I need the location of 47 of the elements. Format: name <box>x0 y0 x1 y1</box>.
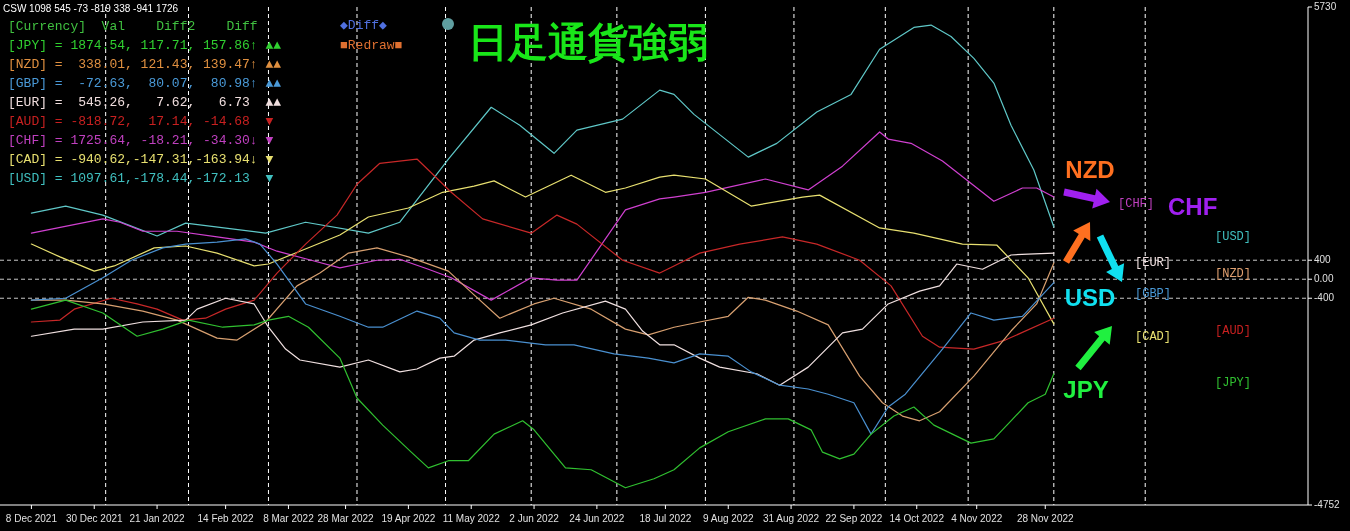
annotation: ■Redraw■ <box>340 38 403 53</box>
annotation: JPY <box>1063 376 1109 403</box>
x-tick-label: 4 Nov 2022 <box>951 513 1003 524</box>
x-tick-label: 14 Oct 2022 <box>889 513 945 524</box>
x-tick-label: 28 Nov 2022 <box>1016 513 1075 524</box>
annotation: [USD] <box>1215 230 1252 244</box>
x-tick-label: 18 Jul 2022 <box>639 513 692 524</box>
x-tick-label: 22 Sep 2022 <box>825 513 883 524</box>
x-tick-label: 8 Mar 2022 <box>263 513 315 524</box>
annotation: [AUD] <box>1215 324 1252 338</box>
y-tick-label: 5730 <box>1314 0 1337 12</box>
annotation: [USD] = 1097.61,-178.44,-172.13 ▼ <box>8 171 274 186</box>
annotation: [CHF] <box>1118 197 1155 211</box>
annotation: [NZD] = 338.01, 121.43, 139.47↑ ▲▲ <box>8 57 282 72</box>
x-tick-label: 8 Dec 2021 <box>5 513 58 524</box>
annotation: USD <box>1064 284 1116 311</box>
chart-title: 日足通貨強弱 <box>468 20 708 64</box>
x-tick-label: 11 May 2022 <box>442 513 501 524</box>
annotation: NZD <box>1065 156 1115 183</box>
annotation: [NZD] <box>1215 267 1252 281</box>
x-tick-label: 28 Mar 2022 <box>317 513 375 524</box>
y-tick-label: 400 <box>1314 253 1332 265</box>
annotation: [GBP] <box>1135 287 1172 301</box>
annotation: CSW 1098 545 -73 -819 338 -941 1726 <box>3 3 179 14</box>
annotation: [JPY] = 1874.54, 117.71, 157.86↑ ▲▲ <box>8 38 282 53</box>
x-tick-label: 19 Apr 2022 <box>381 513 436 524</box>
annotation: CHF <box>1168 193 1218 220</box>
annotation: [JPY] <box>1215 376 1252 390</box>
x-tick-label: 24 Jun 2022 <box>569 513 625 524</box>
annotation: [GBP] = -72.63, 80.07, 80.98↑ ▲▲ <box>8 76 282 91</box>
y-tick-label: -4752 <box>1314 498 1341 510</box>
y-tick-label: 0.00 <box>1314 272 1334 284</box>
annotation: [EUR] = 545.26, 7.62, 6.73 ▲▲ <box>8 95 282 110</box>
y-tick-label: -400 <box>1314 291 1335 303</box>
x-tick-label: 9 Aug 2022 <box>702 513 754 524</box>
annotation: [CHF] = 1725.64, -18.21, -34.30↓ ▼ <box>8 133 274 148</box>
x-tick-label: 14 Feb 2022 <box>197 513 255 524</box>
annotation: [Currency] Val Diff2 Diff <box>8 19 258 34</box>
annotation: [AUD] = -818.72, 17.14, -14.68 ▼ <box>8 114 274 129</box>
annotation: [EUR] <box>1135 256 1172 270</box>
x-tick-label: 30 Dec 2021 <box>65 513 124 524</box>
x-tick-label: 31 Aug 2022 <box>763 513 820 524</box>
annotation: [CAD] = -940.62,-147.31,-163.94↓ ▼ <box>8 152 274 167</box>
annotation: ◆Diff◆ <box>340 18 388 33</box>
x-tick-label: 2 Jun 2022 <box>509 513 560 524</box>
annotation: [CAD] <box>1135 330 1172 344</box>
x-tick-label: 21 Jan 2022 <box>129 513 186 524</box>
